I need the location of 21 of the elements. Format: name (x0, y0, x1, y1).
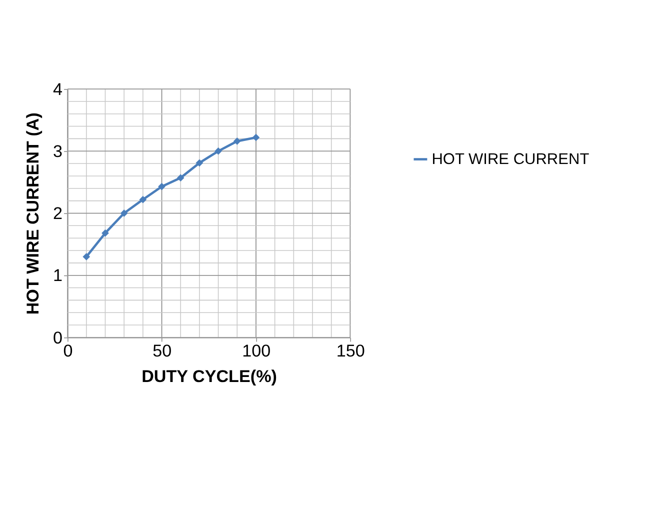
point (120, 210, 128, 217)
point (158, 182, 166, 190)
x-tick-label: 50 (152, 341, 172, 360)
point (196, 159, 204, 167)
point (102, 229, 109, 237)
x-tick-label: 100 (242, 341, 271, 360)
y-tick-label: 1 (53, 266, 63, 286)
x-axis-title: DUTY CYCLE(%) (142, 367, 277, 386)
x-tick-label: 150 (336, 341, 365, 360)
point (214, 147, 222, 155)
point (233, 137, 241, 145)
y-tick-label: 4 (53, 80, 63, 99)
legend-label: HOT WIRE CURRENT (432, 150, 590, 168)
y-tick-label: 2 (53, 204, 63, 224)
y-axis-title: HOT WIRE CURRENT (A) (23, 112, 42, 315)
point (176, 174, 184, 182)
y-tick-label: 3 (53, 142, 63, 161)
point (139, 196, 147, 204)
point (252, 134, 260, 142)
y-tick-label: 0 (53, 328, 63, 348)
point (82, 253, 90, 260)
